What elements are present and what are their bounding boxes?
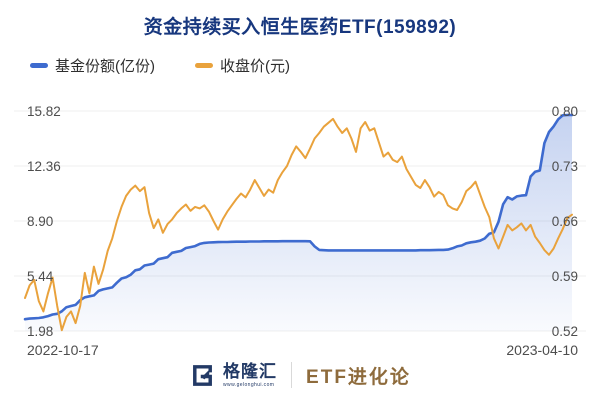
- fund-shares-line: [23, 113, 574, 321]
- x-axis-start-date: 2022-10-17: [27, 342, 99, 358]
- gelonghui-brand-name: 格隆汇: [223, 361, 278, 381]
- left-axis-tick: 15.82: [27, 104, 61, 119]
- right-axis-tick: 0.73: [551, 159, 578, 174]
- fund-shares-label: 基金份额(亿份): [55, 58, 155, 75]
- close-price-swatch-icon: [195, 63, 213, 68]
- fund-shares-area: [25, 115, 572, 331]
- left-axis-tick: 8.90: [27, 214, 54, 229]
- right-axis-tick: 0.66: [551, 214, 578, 229]
- gelonghui-brand: 格隆汇 www.gelonghui.com: [223, 361, 278, 388]
- left-axis-tick: 12.36: [27, 159, 61, 174]
- left-axis-tick: 1.98: [27, 324, 54, 339]
- footer-divider: [291, 362, 293, 388]
- etf-series-title: ETF进化论: [306, 366, 411, 388]
- watermark-footer: 格隆汇 www.gelonghui.com ETF进化论: [0, 357, 600, 393]
- gelonghui-logo-icon: [193, 364, 212, 386]
- chart-title: 资金持续买入恒生医药ETF(159892): [143, 17, 457, 38]
- gelonghui-brand-url: www.gelonghui.com: [223, 381, 275, 388]
- legend-item-fund-shares[interactable]: 基金份额(亿份): [30, 55, 155, 76]
- right-axis-tick: 0.59: [551, 269, 578, 284]
- fund-shares-swatch-icon: [30, 63, 48, 68]
- left-axis-tick: 5.44: [27, 269, 54, 284]
- legend-item-close-price[interactable]: 收盘价(元): [195, 55, 290, 76]
- right-axis-tick: 0.80: [551, 104, 578, 119]
- close-price-label: 收盘价(元): [220, 58, 290, 75]
- x-axis-end-date: 2023-04-10: [506, 342, 578, 358]
- legend: 基金份额(亿份) 收盘价(元): [30, 55, 330, 76]
- right-axis-tick: 0.52: [551, 324, 578, 339]
- close-price-line: [24, 117, 573, 332]
